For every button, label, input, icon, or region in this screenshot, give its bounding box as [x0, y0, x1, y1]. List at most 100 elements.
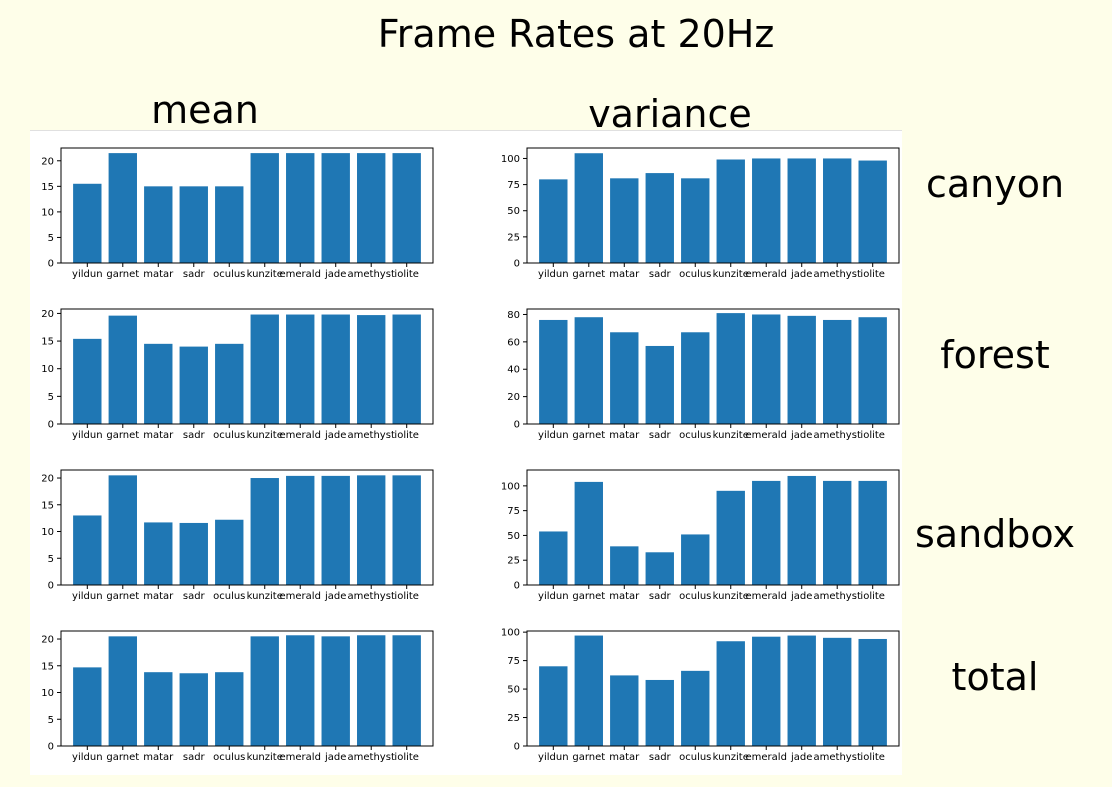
x-tick-label: iolite	[394, 591, 419, 602]
chart-forest-mean: 0 5 10 15 20 yildun garnet matar sadr oculus kunzi…	[41, 308, 434, 441]
bar-kunzite	[250, 636, 279, 746]
row-label-forest: forest	[940, 333, 1050, 377]
bar-amethyst	[823, 637, 852, 746]
axes-frame	[60, 308, 434, 425]
y-tick-label: 0	[48, 581, 54, 592]
y-tick-label: 10	[41, 364, 54, 375]
x-tick-label: garnet	[106, 591, 139, 602]
bar-iolite	[858, 480, 887, 585]
bar-emerald	[752, 314, 781, 424]
bar-yildun	[539, 666, 568, 746]
x-tick-label: yildun	[538, 591, 569, 602]
x-tick-label: matar	[609, 752, 640, 763]
x-tick-label: oculus	[213, 591, 245, 602]
x-tick-label: oculus	[213, 752, 245, 763]
x-tick-label: oculus	[213, 269, 245, 280]
y-tick-label: 15	[41, 661, 54, 672]
x-tick-label: jade	[790, 591, 812, 602]
x-tick-label: kunzite	[713, 752, 749, 763]
x-tick-label: amethyst	[348, 752, 395, 763]
bar-yildun	[539, 179, 568, 263]
bar-kunzite	[250, 153, 279, 263]
bar-garnet	[574, 481, 603, 585]
y-tick-label: 0	[514, 581, 520, 592]
bar-oculus	[681, 178, 710, 263]
bar-matar	[610, 178, 639, 263]
y-tick-label: 40	[507, 365, 520, 376]
x-tick-label: emerald	[280, 430, 321, 441]
bar-sadr	[645, 173, 674, 263]
bar-kunzite	[716, 313, 745, 424]
bar-emerald	[752, 158, 781, 263]
x-tick-label: oculus	[679, 591, 711, 602]
x-tick-label: garnet	[106, 430, 139, 441]
bar-oculus	[681, 670, 710, 746]
x-tick-label: yildun	[72, 430, 103, 441]
row-label-sandbox: sandbox	[915, 512, 1075, 556]
x-tick-label: kunzite	[713, 269, 749, 280]
bar-matar	[144, 343, 173, 424]
x-tick-label: iolite	[394, 430, 419, 441]
bar-garnet	[574, 635, 603, 746]
x-tick-label: jade	[324, 430, 346, 441]
bar-iolite	[858, 317, 887, 424]
y-tick-label: 50	[507, 531, 520, 542]
x-tick-label: amethyst	[814, 752, 861, 763]
y-tick-label: 20	[41, 474, 54, 485]
bar-emerald	[752, 480, 781, 585]
bar-sadr	[179, 673, 208, 746]
y-tick-label: 60	[507, 337, 520, 348]
bar-garnet	[108, 636, 137, 746]
bar-jade	[321, 153, 350, 263]
x-tick-label: iolite	[394, 269, 419, 280]
bar-matar	[610, 546, 639, 585]
x-tick-label: yildun	[538, 269, 569, 280]
bar-kunzite	[716, 641, 745, 746]
x-tick-label: garnet	[106, 752, 139, 763]
bar-amethyst	[357, 635, 386, 746]
bar-amethyst	[357, 153, 386, 263]
x-tick-label: garnet	[572, 269, 605, 280]
bar-yildun	[73, 338, 102, 424]
bar-sadr	[179, 522, 208, 585]
x-tick-label: iolite	[394, 752, 419, 763]
x-tick-label: emerald	[280, 591, 321, 602]
bar-matar	[144, 186, 173, 263]
x-tick-label: sadr	[649, 269, 672, 280]
y-tick-label: 100	[501, 481, 520, 492]
axes-frame	[526, 630, 900, 747]
bar-oculus	[215, 343, 244, 424]
y-tick-label: 5	[48, 554, 54, 565]
bar-amethyst	[823, 319, 852, 424]
x-tick-label: yildun	[538, 430, 569, 441]
y-tick-label: 75	[507, 656, 520, 667]
x-tick-label: garnet	[572, 591, 605, 602]
y-tick-label: 10	[41, 688, 54, 699]
bar-matar	[610, 675, 639, 746]
bar-kunzite	[716, 490, 745, 585]
bar-sadr	[645, 345, 674, 424]
bar-sadr	[179, 346, 208, 424]
y-tick-label: 20	[507, 392, 520, 403]
axes-frame	[60, 469, 434, 586]
bar-jade	[321, 314, 350, 424]
bar-iolite	[392, 635, 421, 746]
y-tick-label: 25	[507, 232, 520, 243]
x-tick-label: iolite	[860, 430, 885, 441]
x-tick-label: garnet	[572, 430, 605, 441]
x-tick-label: kunzite	[247, 430, 283, 441]
x-tick-label: jade	[790, 752, 812, 763]
row-label-canyon: canyon	[925, 162, 1065, 206]
y-tick-label: 15	[41, 182, 54, 193]
x-tick-label: matar	[609, 591, 640, 602]
x-tick-label: sadr	[649, 752, 672, 763]
y-tick-label: 20	[41, 309, 54, 320]
x-tick-label: yildun	[538, 752, 569, 763]
x-tick-label: matar	[143, 269, 174, 280]
bar-jade	[787, 475, 816, 585]
y-tick-label: 0	[48, 420, 54, 431]
x-tick-label: kunzite	[247, 591, 283, 602]
y-tick-label: 80	[507, 310, 520, 321]
bar-oculus	[681, 534, 710, 585]
